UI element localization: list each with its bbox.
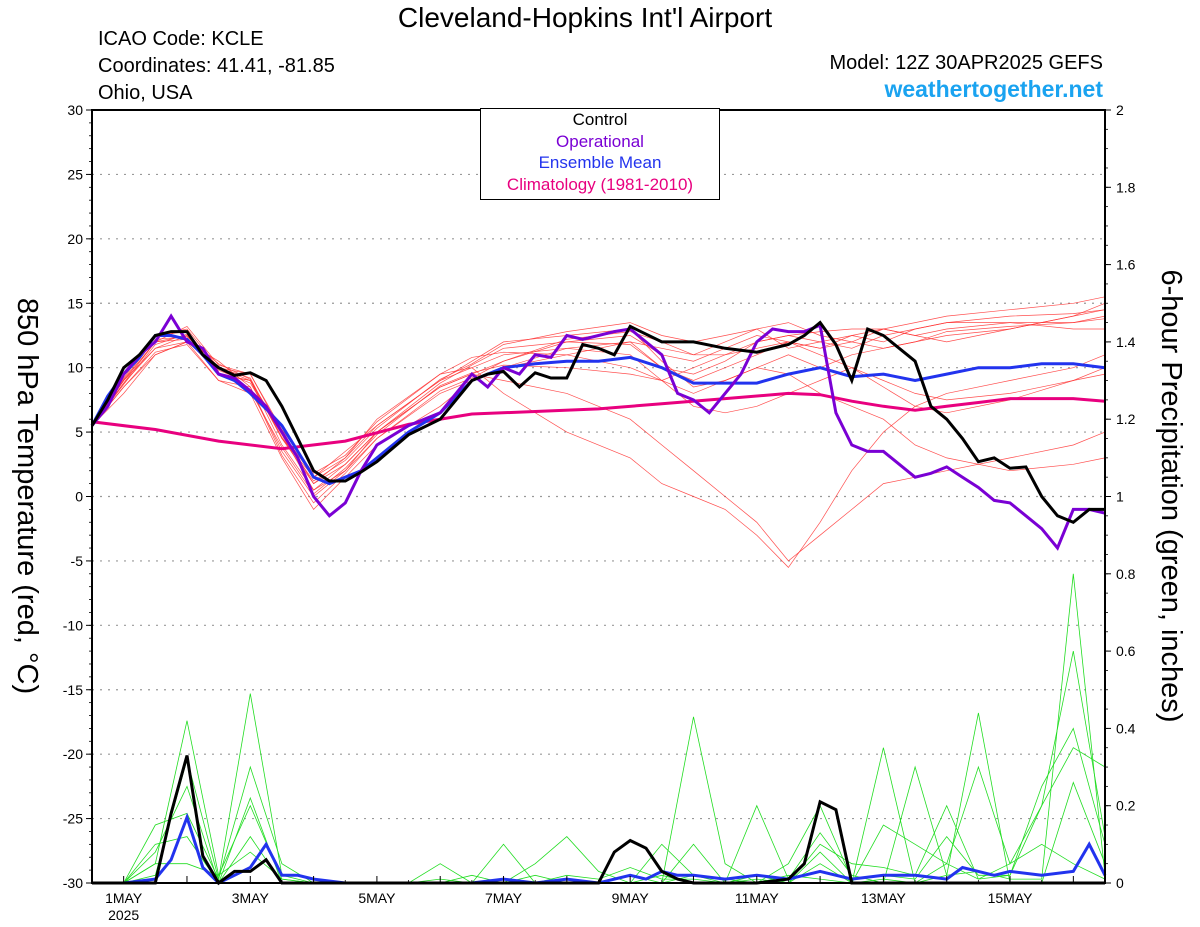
legend-climatology: Climatology (1981-2010) — [506, 174, 694, 194]
y2-tick-label: 0.6 — [1116, 643, 1136, 659]
y-tick-label: 20 — [67, 231, 83, 247]
y2-tick-label: 0.8 — [1116, 566, 1136, 582]
main-series — [90, 313, 1107, 886]
y-tick-label: 5 — [75, 424, 83, 440]
y2-tick-label: 1.2 — [1116, 411, 1136, 427]
x-tick-label: 7MAY — [485, 890, 523, 906]
y-tick-label: -30 — [63, 875, 83, 891]
y-tick-label: -20 — [63, 746, 83, 762]
x-tick-label: 1MAY — [105, 890, 143, 906]
y2-tick-label: 0.2 — [1116, 798, 1136, 814]
temp-member-line — [91, 302, 1106, 478]
plot-frame — [91, 109, 1106, 884]
temp-operational-line — [90, 313, 1106, 551]
y2-tick-label: 0 — [1116, 875, 1124, 891]
site-name[interactable]: weathertogether.net — [884, 76, 1103, 102]
location: Ohio, USA — [98, 82, 193, 104]
precip-member-line — [92, 712, 1106, 884]
precip-member-line — [92, 727, 1106, 884]
temp-member-line — [91, 318, 1106, 482]
x-tick-label: 5MAY — [358, 890, 396, 906]
temp-member-line — [91, 296, 1106, 485]
y2-tick-label: 1.6 — [1116, 257, 1136, 273]
legend-ensemble-mean: Ensemble Mean — [538, 153, 662, 172]
temp-members — [91, 296, 1106, 568]
y-tick-label: -15 — [63, 682, 83, 698]
grid-lines — [92, 173, 1105, 820]
y2-axis-label: 6-hour Precipitation (green, inches) — [1155, 270, 1187, 723]
x-tick-label: 11MAY — [735, 890, 779, 906]
y-tick-label: 10 — [67, 360, 83, 376]
temp-member-line — [91, 341, 1106, 510]
y-tick-label: -25 — [63, 811, 83, 827]
y-tick-label: 25 — [67, 166, 83, 182]
coordinates: Coordinates: 41.41, -81.85 — [98, 55, 335, 77]
y-tick-label: -5 — [71, 553, 84, 569]
x-tick-sublabel: 2025 — [108, 907, 139, 923]
y-tick-label: -10 — [63, 617, 83, 633]
icao-code: ICAO Code: KCLE — [98, 28, 264, 50]
y2-tick-label: 1 — [1116, 489, 1124, 505]
y2-tick-label: 1.8 — [1116, 179, 1136, 195]
x-tick-label: 15MAY — [988, 890, 1034, 906]
legend-operational: Operational — [556, 131, 644, 151]
precip-ensemble-mean-line — [92, 812, 1107, 885]
model-run: Model: 12Z 30APR2025 GEFS — [829, 52, 1103, 74]
y-tick-label: 0 — [75, 489, 83, 505]
y2-tick-label: 2 — [1116, 102, 1124, 118]
x-tick-label: 3MAY — [232, 890, 270, 906]
legend: Control Operational Ensemble Mean Climat… — [480, 108, 720, 200]
y-tick-label: 15 — [67, 295, 83, 311]
temp-control-line — [90, 320, 1105, 525]
precip-members — [92, 573, 1106, 885]
legend-control: Control — [572, 110, 628, 129]
x-tick-label: 9MAY — [612, 890, 650, 906]
right-axis: 2 1.8 1.6 1.4 1.2 1 0.8 0.6 0.4 0.2 0 — [1105, 102, 1136, 891]
x-tick-label: 13MAY — [861, 890, 907, 906]
precip-member-line — [92, 573, 1106, 884]
climatology-line — [91, 391, 1106, 451]
left-axis: 30 25 20 15 10 5 0 -5 -10 -15 -20 -25 -30 — [63, 102, 92, 891]
y2-tick-label: 1.4 — [1116, 334, 1136, 350]
y2-tick-label: 0.4 — [1116, 720, 1136, 736]
precip-member-line — [92, 651, 1106, 885]
temp-member-line — [91, 335, 1106, 568]
y-axis-label: 850 hPa Temperature (red, °C) — [11, 298, 43, 694]
y-tick-label: 30 — [67, 102, 83, 118]
chart-title: Cleveland-Hopkins Int'l Airport — [397, 2, 773, 33]
